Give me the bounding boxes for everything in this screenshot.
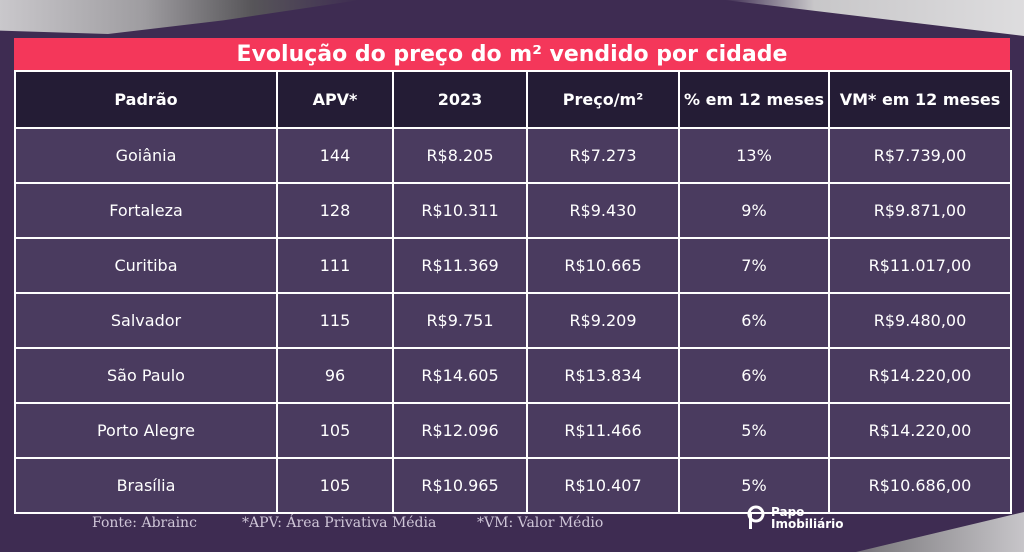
cell-vm: R$11.017,00: [828, 237, 1012, 294]
table-row: Salvador 115 R$9.751 R$9.209 6% R$9.480,…: [14, 292, 1012, 349]
logo-line-1: Papo: [771, 505, 805, 519]
cell-pct: 7%: [678, 237, 830, 294]
logo-mark-icon: [747, 505, 765, 529]
cell-preco: R$7.273: [526, 127, 680, 184]
cell-city: Fortaleza: [14, 182, 278, 239]
table-row: Fortaleza 128 R$10.311 R$9.430 9% R$9.87…: [14, 182, 1012, 239]
cell-preco: R$11.466: [526, 402, 680, 459]
table-row: Brasília 105 R$10.965 R$10.407 5% R$10.6…: [14, 457, 1012, 514]
cell-apv: 105: [276, 457, 394, 514]
torn-paper-decoration-top-right: [724, 0, 1024, 36]
cell-preco: R$9.209: [526, 292, 680, 349]
cell-preco: R$10.407: [526, 457, 680, 514]
torn-paper-decoration-top-left: [0, 0, 360, 34]
cell-2023: R$14.605: [392, 347, 528, 404]
page-title: Evolução do preço do m² vendido por cida…: [14, 38, 1010, 70]
papo-imobiliario-logo: Papo Imobiliário: [747, 505, 844, 531]
cell-apv: 105: [276, 402, 394, 459]
table-row: Goiânia 144 R$8.205 R$7.273 13% R$7.739,…: [14, 127, 1012, 184]
cell-city: Salvador: [14, 292, 278, 349]
cell-city: São Paulo: [14, 347, 278, 404]
cell-city: Curitiba: [14, 237, 278, 294]
cell-2023: R$8.205: [392, 127, 528, 184]
header-pct-12-meses: % em 12 meses: [678, 70, 830, 129]
cell-city: Porto Alegre: [14, 402, 278, 459]
cell-preco: R$13.834: [526, 347, 680, 404]
footer-vm-note: *VM: Valor Médio: [477, 515, 604, 531]
cell-pct: 13%: [678, 127, 830, 184]
header-padrao: Padrão: [14, 70, 278, 129]
cell-apv: 115: [276, 292, 394, 349]
price-table: Padrão APV* 2023 Preço/m² % em 12 meses …: [14, 70, 1012, 514]
cell-preco: R$10.665: [526, 237, 680, 294]
cell-pct: 6%: [678, 347, 830, 404]
header-2023: 2023: [392, 70, 528, 129]
cell-pct: 9%: [678, 182, 830, 239]
cell-pct: 5%: [678, 457, 830, 514]
cell-vm: R$9.871,00: [828, 182, 1012, 239]
footer-apv-note: *APV: Área Privativa Média: [242, 515, 437, 531]
cell-pct: 5%: [678, 402, 830, 459]
header-apv: APV*: [276, 70, 394, 129]
cell-apv: 96: [276, 347, 394, 404]
table-row: São Paulo 96 R$14.605 R$13.834 6% R$14.2…: [14, 347, 1012, 404]
header-vm-12-meses: VM* em 12 meses: [828, 70, 1012, 129]
cell-apv: 128: [276, 182, 394, 239]
cell-vm: R$7.739,00: [828, 127, 1012, 184]
table-row: Curitiba 111 R$11.369 R$10.665 7% R$11.0…: [14, 237, 1012, 294]
cell-apv: 111: [276, 237, 394, 294]
cell-city: Brasília: [14, 457, 278, 514]
cell-vm: R$10.686,00: [828, 457, 1012, 514]
cell-2023: R$12.096: [392, 402, 528, 459]
cell-2023: R$11.369: [392, 237, 528, 294]
cell-vm: R$14.220,00: [828, 402, 1012, 459]
cell-pct: 6%: [678, 292, 830, 349]
cell-apv: 144: [276, 127, 394, 184]
header-preco-m2: Preço/m²: [526, 70, 680, 129]
cell-2023: R$10.311: [392, 182, 528, 239]
logo-line-2: Imobiliário: [771, 517, 844, 531]
cell-city: Goiânia: [14, 127, 278, 184]
footer-source: Fonte: Abrainc: [92, 515, 197, 531]
table-row: Porto Alegre 105 R$12.096 R$11.466 5% R$…: [14, 402, 1012, 459]
cell-2023: R$10.965: [392, 457, 528, 514]
cell-vm: R$14.220,00: [828, 347, 1012, 404]
cell-vm: R$9.480,00: [828, 292, 1012, 349]
cell-preco: R$9.430: [526, 182, 680, 239]
cell-2023: R$9.751: [392, 292, 528, 349]
table-header-row: Padrão APV* 2023 Preço/m² % em 12 meses …: [14, 70, 1012, 129]
